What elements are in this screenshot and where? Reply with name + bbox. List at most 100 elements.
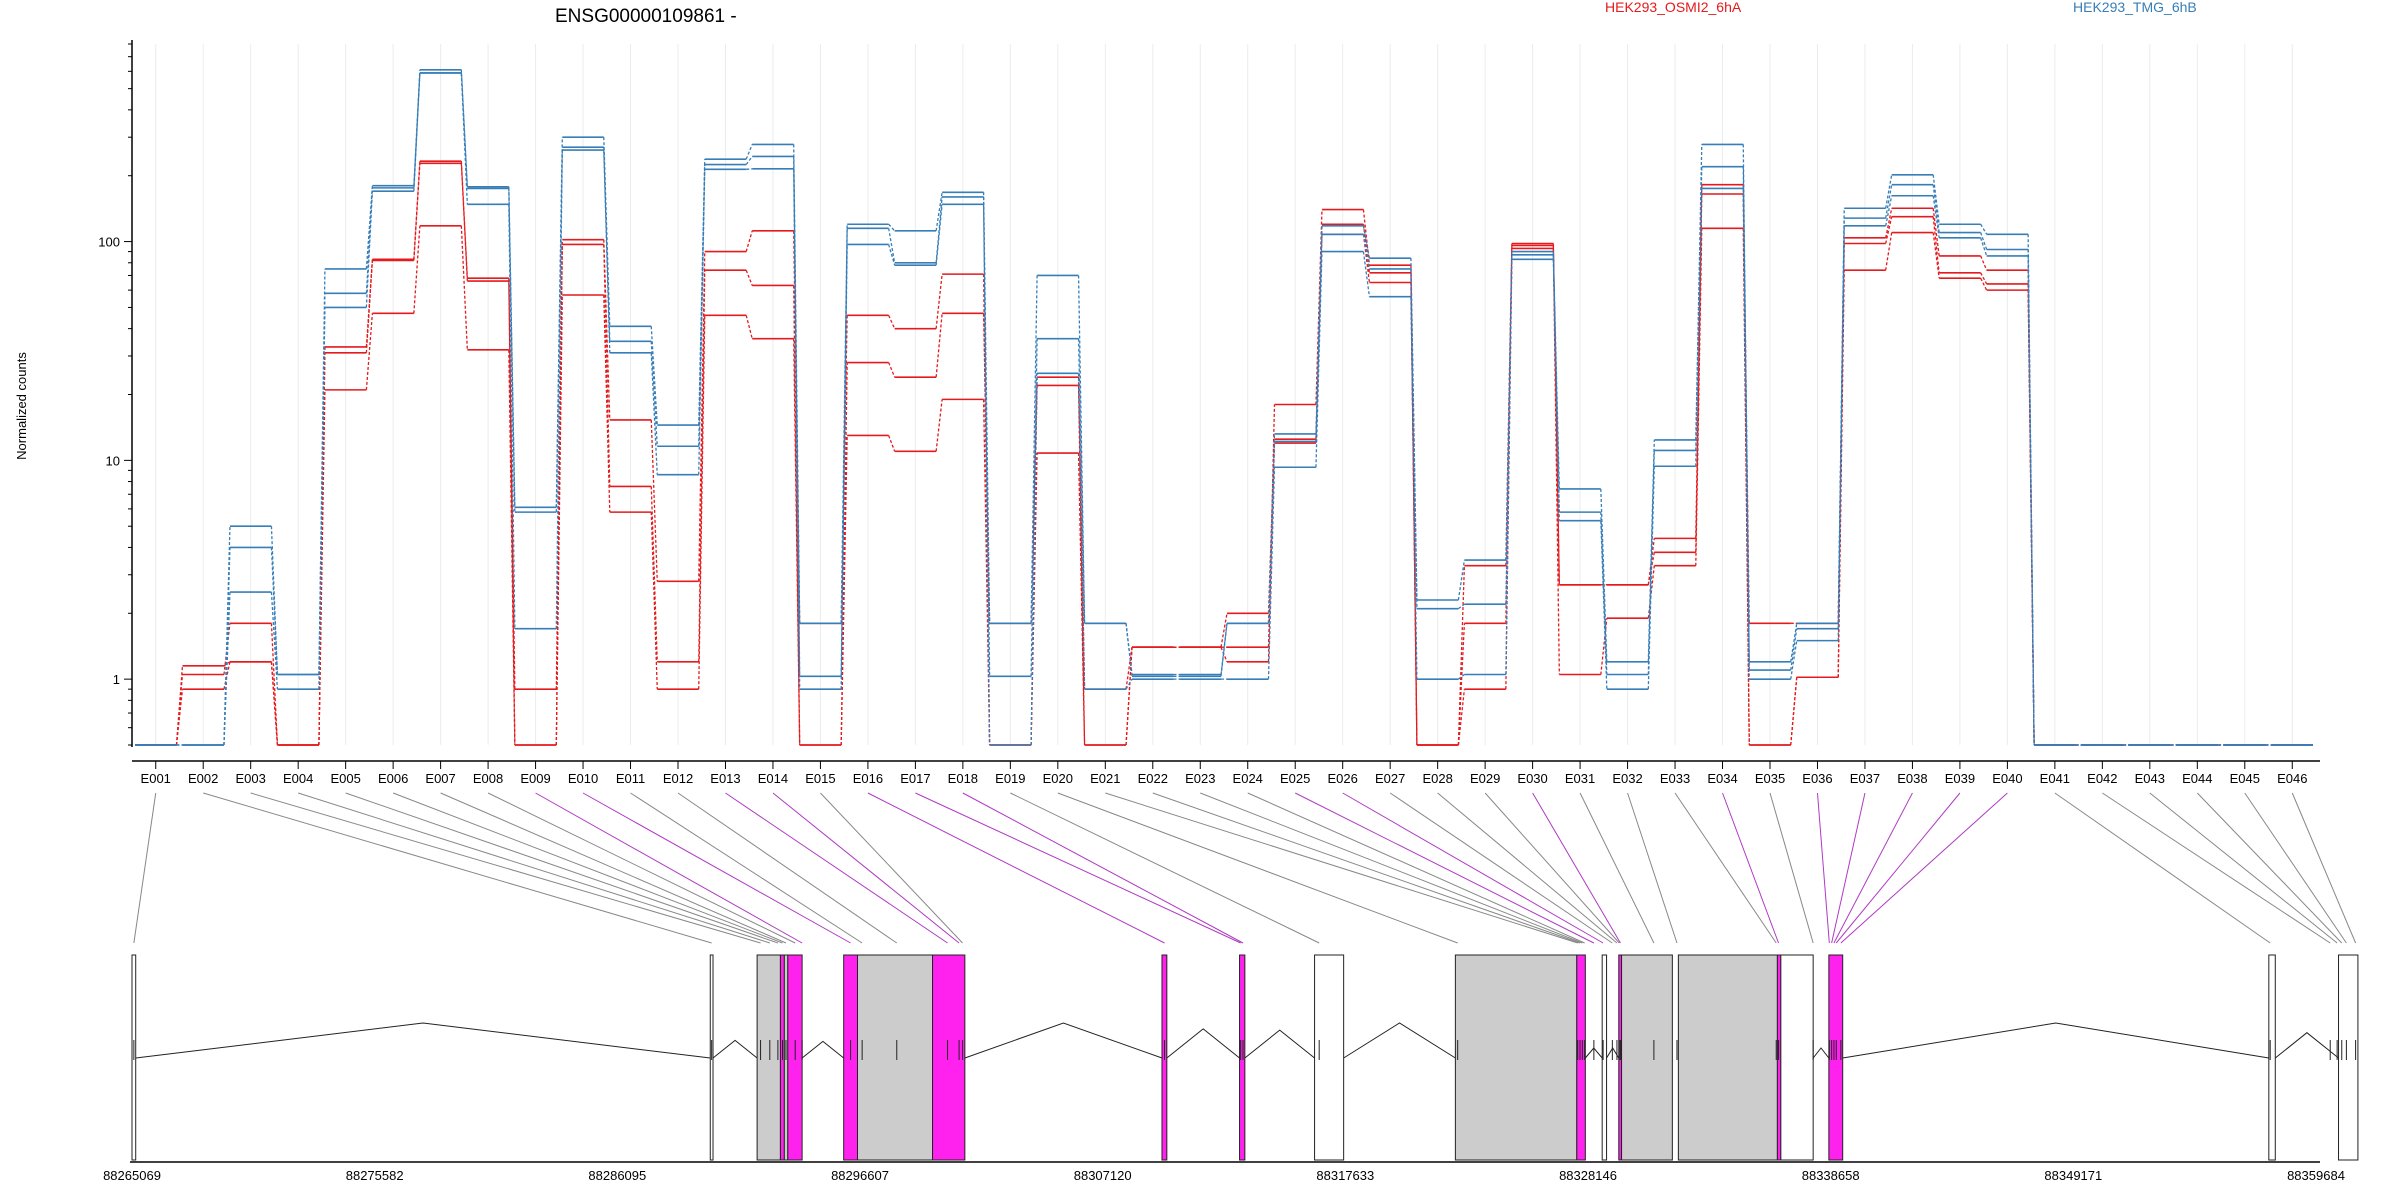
x-tick-label: E032 [1612, 771, 1642, 786]
x-tick-label: E029 [1470, 771, 1500, 786]
series-connector [603, 150, 611, 353]
series-connector [1125, 647, 1133, 746]
exon-connector [772, 792, 960, 944]
genomic-tick-label: 88338658 [1802, 1168, 1860, 1183]
series-connector [270, 592, 279, 690]
series-connector [1980, 232, 1988, 250]
series-connector [1220, 623, 1228, 675]
exon-connector [1816, 792, 1830, 944]
series-connector [650, 352, 658, 475]
series-connector [1885, 232, 1893, 271]
y-tick-label: 10 [106, 453, 120, 468]
x-tick-label: E038 [1897, 771, 1927, 786]
x-tick-label: E041 [2040, 771, 2070, 786]
exon-connector [133, 792, 157, 944]
intron [712, 1039, 758, 1059]
x-tick-label: E037 [1850, 771, 1880, 786]
series-connector [745, 315, 753, 339]
series-connector [1790, 623, 1798, 662]
series-connector [223, 526, 231, 746]
x-tick-label: E042 [2087, 771, 2117, 786]
y-axis-label: Normalized counts [14, 352, 29, 460]
series-connector [793, 156, 801, 677]
exon-connector [677, 792, 898, 944]
x-tick-label: E013 [710, 771, 740, 786]
series-connector [1647, 538, 1655, 585]
series-connector [1552, 251, 1560, 489]
series-connector [555, 137, 563, 508]
series-connector [318, 346, 326, 746]
x-tick-label: E043 [2135, 771, 2165, 786]
series-connector [508, 188, 516, 513]
x-tick-label: E025 [1280, 771, 1310, 786]
exon-box [1677, 954, 1778, 1161]
exon-connector [345, 792, 779, 944]
exon-box [857, 954, 934, 1161]
intron [964, 1022, 1163, 1059]
x-tick-label: E026 [1328, 771, 1358, 786]
series-connector [365, 185, 374, 269]
x-tick-label: E039 [1945, 771, 1975, 786]
x-tick-label: E034 [1707, 771, 1737, 786]
series-connector [1458, 603, 1465, 610]
exon-connector [1389, 792, 1613, 944]
exon-connector [1057, 792, 1458, 944]
series-connector [270, 526, 279, 675]
series-connector [175, 689, 184, 746]
series-connector [1267, 467, 1276, 680]
series-connector [1932, 216, 1940, 273]
series-connector [413, 69, 421, 186]
exon-connector [1831, 792, 1866, 944]
x-tick-label: E009 [520, 771, 550, 786]
genomic-tick-label: 88307120 [1074, 1168, 1132, 1183]
series-connector [1457, 689, 1466, 746]
series-connector [888, 228, 896, 263]
exon-connector [820, 792, 963, 944]
y-axis: 1 10 100 [98, 40, 133, 747]
series-connector [1695, 184, 1703, 539]
exon-connector [1200, 792, 1583, 944]
series-connector [508, 349, 516, 746]
series-connector [793, 285, 801, 746]
series-connector [1932, 208, 1940, 256]
series-connector [1980, 272, 1988, 285]
exon-box [1601, 954, 1608, 1161]
exon-connector [915, 792, 1241, 944]
series-connector [1790, 628, 1798, 671]
series-connector [698, 159, 706, 426]
series-connector [318, 268, 326, 675]
intron [1244, 1029, 1315, 1059]
x-tick-label: E020 [1043, 771, 1073, 786]
series-connector [1030, 373, 1038, 746]
series-connector [223, 547, 231, 746]
series-connector [1505, 251, 1513, 561]
grid-lines [155, 44, 2293, 745]
exon-connector [2149, 792, 2338, 944]
series-connector [1932, 195, 1940, 238]
intron [1812, 1047, 1830, 1059]
series-connector [508, 278, 516, 746]
exon-connector [1627, 792, 1678, 944]
x-tick-label: E033 [1660, 771, 1690, 786]
series-connector [1362, 225, 1371, 259]
x-tick-label: E031 [1565, 771, 1595, 786]
series-connector [603, 239, 611, 420]
x-tick-label: E002 [188, 771, 218, 786]
series-connector [1600, 520, 1608, 690]
series-connector [888, 315, 896, 329]
exon-connector [535, 792, 803, 944]
series-connector [1505, 245, 1513, 624]
exon-connector [1152, 792, 1581, 944]
series-connector [650, 419, 658, 582]
x-tick-label: E023 [1185, 771, 1215, 786]
x-tick-label: E036 [1802, 771, 1832, 786]
series-connector [508, 186, 516, 508]
series-connector [1932, 184, 1940, 233]
exon-connector [2291, 792, 2357, 944]
genomic-tick-label: 88265069 [103, 1168, 161, 1183]
series-connector [982, 192, 991, 624]
exon-connector [392, 792, 783, 944]
series-connector [1647, 439, 1655, 662]
series-connector [935, 196, 943, 263]
series-connector [365, 187, 374, 294]
